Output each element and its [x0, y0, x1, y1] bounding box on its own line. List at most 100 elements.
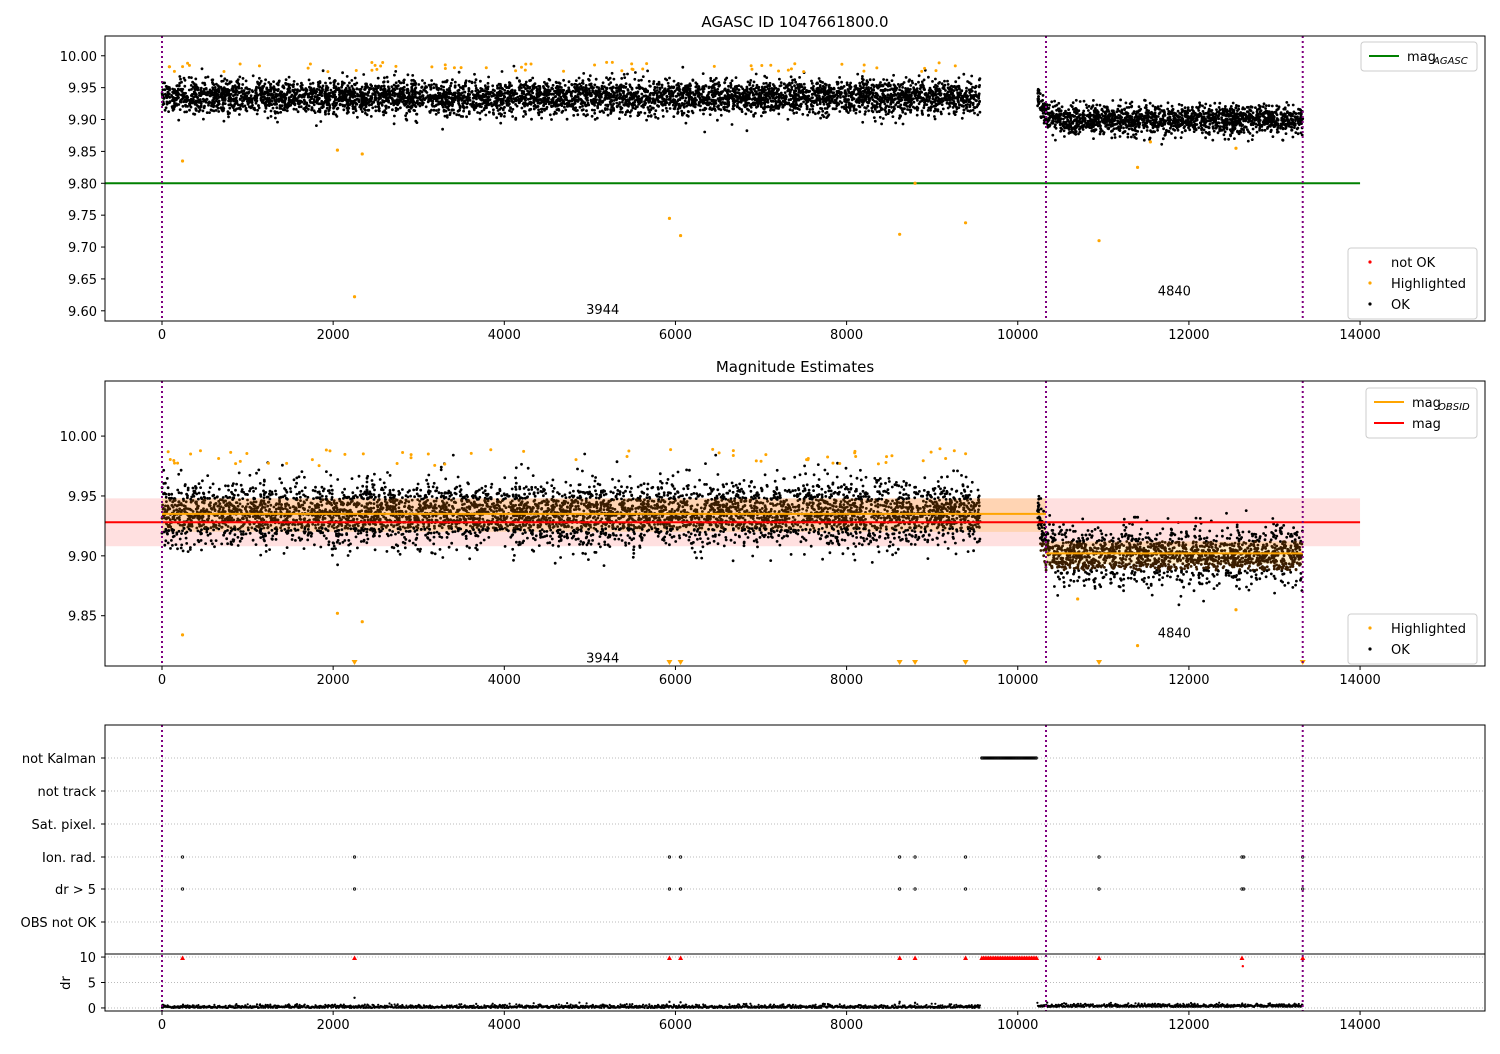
ok-point	[790, 89, 793, 92]
ok-point	[979, 111, 982, 114]
ok-point	[407, 89, 410, 92]
ok-point	[923, 104, 926, 107]
ok-point	[240, 104, 243, 107]
ok-point	[638, 85, 641, 88]
ok-point	[618, 117, 621, 120]
ok-point	[184, 105, 187, 108]
ok-point	[612, 102, 615, 105]
ok-point	[705, 102, 708, 105]
ok-point	[798, 89, 801, 92]
ok-point	[319, 111, 322, 114]
ok-point	[746, 129, 749, 132]
ok-point	[298, 94, 301, 97]
ok-point	[512, 101, 515, 104]
ok-point	[943, 80, 946, 83]
ok-point	[228, 107, 231, 110]
ok-point	[173, 88, 176, 91]
ok-point	[565, 96, 568, 99]
ok-point	[524, 113, 527, 116]
ok-point	[275, 106, 278, 109]
ok-point	[940, 111, 943, 114]
ok-point	[435, 87, 438, 90]
ok-point	[685, 105, 688, 108]
ok-point	[492, 94, 495, 97]
ok-point	[177, 119, 180, 122]
ok-point	[218, 85, 221, 88]
ok-point	[518, 79, 521, 82]
ok-point	[487, 82, 490, 85]
ok-point	[800, 103, 803, 106]
ok-point	[956, 106, 959, 109]
ok-point	[867, 101, 870, 104]
ok-point	[842, 95, 845, 98]
ok-point	[283, 106, 286, 109]
ok-point	[479, 112, 482, 115]
ok-point	[803, 97, 806, 100]
ok-point	[318, 108, 321, 111]
ok-point	[183, 85, 186, 88]
ok-point	[312, 82, 315, 85]
ok-point	[214, 86, 217, 89]
ok-point	[828, 95, 831, 98]
ok-point	[276, 98, 279, 101]
ok-point	[445, 99, 448, 102]
ok-point	[708, 101, 711, 104]
ok-point	[488, 111, 491, 114]
ok-point	[755, 106, 758, 109]
ok-point	[899, 98, 902, 101]
ok-point	[484, 87, 487, 90]
ok-point	[399, 88, 402, 91]
ok-point	[902, 123, 905, 126]
ok-point	[201, 82, 204, 85]
ok-point	[382, 101, 385, 104]
ok-point	[708, 86, 711, 89]
ok-point	[724, 78, 727, 81]
ok-point	[610, 100, 613, 103]
ok-point	[578, 77, 581, 80]
ok-point	[767, 87, 770, 90]
ok-point	[752, 114, 755, 117]
ok-point	[709, 77, 712, 80]
ok-point	[585, 84, 588, 87]
ok-point	[468, 93, 471, 96]
ok-point	[270, 103, 273, 106]
ok-point	[498, 98, 501, 101]
ok-point	[599, 93, 602, 96]
ok-point	[454, 81, 457, 84]
ok-point	[530, 118, 533, 121]
ok-point	[930, 106, 933, 109]
ok-point	[377, 77, 380, 80]
ok-point	[887, 96, 890, 99]
ok-point	[374, 98, 377, 101]
ok-point	[787, 88, 790, 91]
ok-point	[644, 88, 647, 91]
ok-point	[640, 105, 643, 108]
ok-point	[716, 105, 719, 108]
ok-point	[634, 71, 637, 74]
ok-point	[383, 85, 386, 88]
ok-point	[887, 83, 890, 86]
ok-point	[409, 105, 412, 108]
ok-point	[600, 96, 603, 99]
ok-point	[221, 110, 224, 113]
ok-point	[326, 107, 329, 110]
ok-point	[881, 108, 884, 111]
ok-point	[793, 78, 796, 81]
ok-point	[760, 103, 763, 106]
ok-point	[640, 93, 643, 96]
ok-point	[696, 83, 699, 86]
ok-point	[828, 102, 831, 105]
ok-point	[903, 81, 906, 84]
ok-point	[196, 100, 199, 103]
ok-point	[327, 112, 330, 115]
ok-point	[509, 107, 512, 110]
ok-point	[589, 74, 592, 77]
ok-point	[778, 99, 781, 102]
ok-point	[362, 103, 365, 106]
ok-point	[549, 113, 552, 116]
ok-point	[392, 91, 395, 94]
ok-point	[305, 102, 308, 105]
ok-point	[229, 80, 232, 83]
ok-point	[441, 101, 444, 104]
